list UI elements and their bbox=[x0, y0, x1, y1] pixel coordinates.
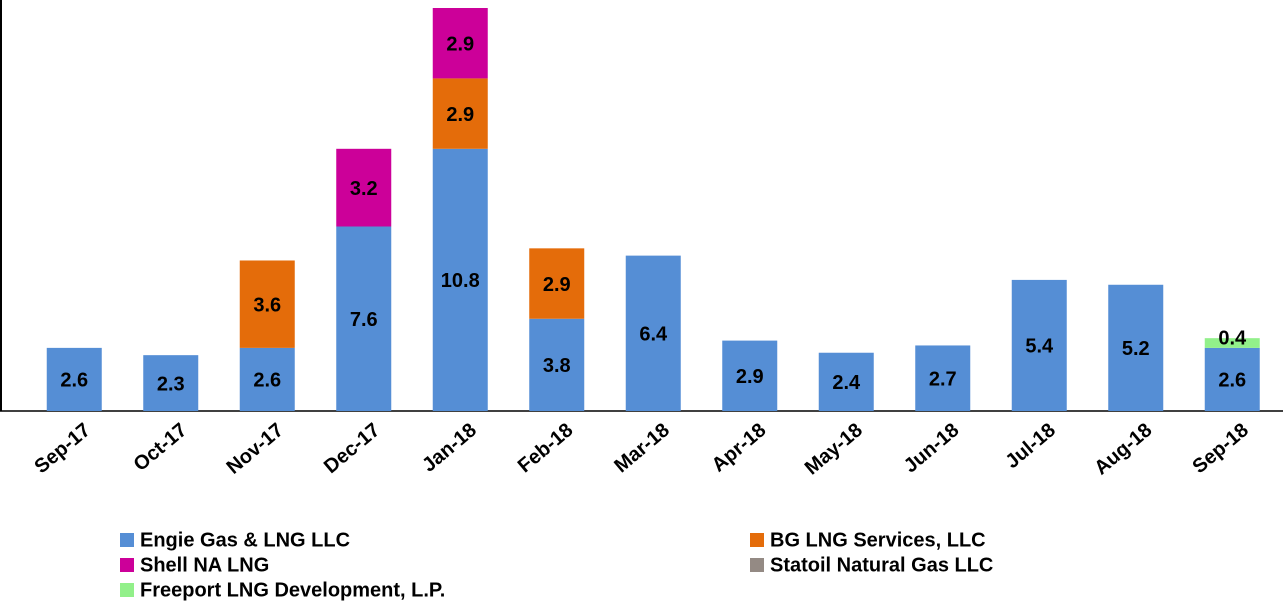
bar-segment bbox=[336, 148, 392, 227]
value-label: 6.4 bbox=[639, 324, 668, 346]
legend-swatch bbox=[120, 558, 134, 572]
bar-segment bbox=[915, 345, 971, 411]
value-label: 2.6 bbox=[1218, 370, 1246, 392]
x-tick-label: Oct-17 bbox=[130, 419, 192, 476]
bar-segment bbox=[529, 318, 585, 411]
legend-label: Statoil Natural Gas LLC bbox=[770, 554, 993, 576]
bar-segment bbox=[722, 340, 778, 411]
value-label: 3.8 bbox=[543, 355, 571, 377]
value-label: 10.8 bbox=[441, 270, 480, 292]
bar-segment bbox=[432, 78, 488, 149]
value-label: 5.2 bbox=[1122, 338, 1150, 360]
bar-segment bbox=[818, 352, 874, 411]
value-label: 3.2 bbox=[350, 178, 378, 200]
x-tick-label: Jun-18 bbox=[900, 419, 964, 477]
x-tick-label: Apr-18 bbox=[708, 419, 771, 477]
bar-segment bbox=[336, 226, 392, 411]
x-tick-label: May-18 bbox=[801, 419, 867, 479]
value-label: 2.3 bbox=[157, 373, 185, 395]
x-tick-label: Sep-17 bbox=[30, 419, 94, 478]
value-label: 2.9 bbox=[446, 104, 474, 126]
value-label: 2.6 bbox=[60, 370, 88, 392]
bar-segment bbox=[432, 8, 488, 79]
bar-segment bbox=[529, 248, 585, 319]
legend-label: BG LNG Services, LLC bbox=[770, 529, 986, 551]
value-label: 0.4 bbox=[1218, 327, 1247, 349]
bar-segment bbox=[1204, 347, 1260, 411]
legend-swatch bbox=[120, 583, 134, 597]
bar-segment bbox=[625, 255, 681, 411]
value-label: 2.9 bbox=[543, 274, 571, 296]
bar-segment bbox=[1108, 284, 1164, 411]
x-tick-label: Mar-18 bbox=[610, 419, 674, 477]
value-label: 2.9 bbox=[446, 33, 474, 55]
legend-swatch bbox=[750, 533, 764, 547]
bar-segment bbox=[143, 355, 199, 411]
x-tick-label: Aug-18 bbox=[1090, 419, 1156, 479]
bar-segment bbox=[239, 260, 295, 348]
bar-segment bbox=[1204, 338, 1260, 348]
x-tick-label: Dec-17 bbox=[320, 419, 384, 478]
bar-segment bbox=[46, 347, 102, 411]
value-label: 3.6 bbox=[253, 294, 281, 316]
bar-segment bbox=[239, 347, 295, 411]
legend-swatch bbox=[750, 558, 764, 572]
value-label: 2.6 bbox=[253, 370, 281, 392]
legend-label: Engie Gas & LNG LLC bbox=[140, 529, 350, 551]
bar-segment bbox=[1011, 279, 1067, 411]
legend-swatch bbox=[120, 533, 134, 547]
legend-label: Freeport LNG Development, L.P. bbox=[140, 579, 445, 601]
value-label: 7.6 bbox=[350, 309, 378, 331]
x-tick-label: Feb-18 bbox=[514, 419, 578, 477]
x-tick-label: Jan-18 bbox=[418, 419, 481, 477]
value-label: 2.7 bbox=[929, 369, 957, 391]
value-label: 2.9 bbox=[736, 366, 764, 388]
value-label: 5.4 bbox=[1025, 336, 1054, 358]
bar-segment bbox=[432, 148, 488, 411]
x-tick-label: Jul-18 bbox=[1001, 419, 1059, 473]
value-label: 2.4 bbox=[832, 372, 861, 394]
x-tick-label: Sep-18 bbox=[1188, 419, 1252, 478]
legend-label: Shell NA LNG bbox=[140, 554, 269, 576]
x-tick-label: Nov-17 bbox=[223, 419, 288, 479]
